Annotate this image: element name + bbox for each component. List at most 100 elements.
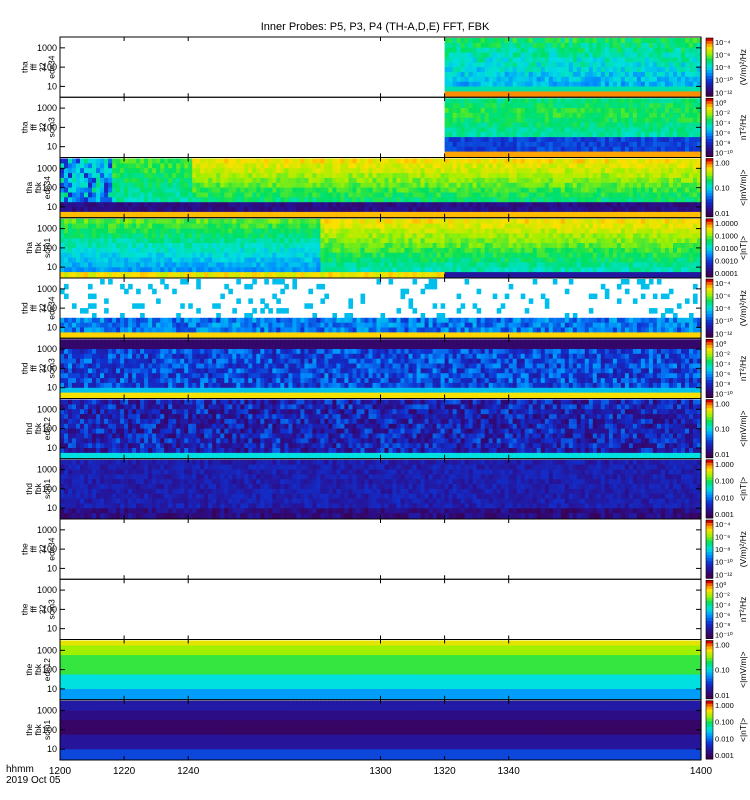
heatmap-cell (368, 233, 374, 239)
heatmap-cell (428, 207, 434, 213)
heatmap-cell (472, 163, 478, 169)
heatmap-cell (148, 272, 153, 278)
heatmap-cell (156, 207, 161, 213)
heatmap-cell (132, 173, 137, 179)
heatmap-cell (452, 228, 458, 234)
heatmap-cell (536, 211, 542, 218)
heatmap-cell (372, 233, 378, 239)
heatmap-cell (384, 238, 390, 244)
heatmap-cell (648, 98, 654, 104)
heatmap-cell (356, 192, 362, 198)
heatmap-cell (164, 202, 169, 208)
heatmap-cell (72, 272, 77, 278)
heatmap-cell (516, 187, 522, 194)
heatmap-cell (268, 238, 273, 244)
heatmap-cell (168, 177, 173, 184)
heatmap-cell (156, 197, 161, 203)
heatmap-cell (608, 112, 614, 119)
heatmap-cell (496, 122, 502, 128)
heatmap-cell (428, 267, 434, 273)
heatmap-cell (681, 192, 686, 198)
heatmap-cell (580, 211, 586, 218)
heatmap-cell (624, 98, 630, 104)
heatmap-cell (640, 52, 646, 59)
heatmap-cell (488, 233, 494, 239)
heatmap-cell (164, 223, 169, 230)
heatmap-cell (196, 158, 201, 164)
heatmap-cell (608, 108, 614, 114)
heatmap-cell (508, 197, 514, 203)
heatmap-cell (588, 57, 594, 63)
heatmap-cell (108, 233, 113, 239)
heatmap-cell (92, 218, 97, 225)
heatmap-cell (520, 72, 526, 78)
heatmap-cell (624, 202, 630, 208)
heatmap-cell (468, 187, 474, 194)
heatmap-cell (464, 103, 470, 109)
heatmap-cell (612, 173, 618, 179)
heatmap-cell (116, 228, 121, 234)
heatmap-cell (544, 141, 550, 148)
heatmap-cell (148, 177, 153, 184)
heatmap-cell (360, 158, 366, 164)
heatmap-cell (168, 202, 173, 208)
heatmap-cell (592, 173, 598, 179)
heatmap-cell (164, 158, 169, 164)
heatmap-cell (620, 197, 626, 203)
heatmap-cell (496, 112, 502, 119)
heatmap-cell (224, 247, 229, 254)
heatmap-cell (328, 187, 333, 194)
heatmap-cell (540, 62, 546, 68)
heatmap-cell (148, 197, 153, 203)
heatmap-cell (673, 98, 678, 104)
heatmap-cell (364, 173, 370, 179)
heatmap-cell (76, 267, 81, 273)
heatmap-cell (200, 228, 205, 234)
heatmap-cell (264, 173, 269, 179)
heatmap-cell (140, 267, 145, 273)
heatmap-cell (252, 182, 257, 189)
heatmap-cell (420, 197, 426, 203)
heatmap-cell (673, 38, 678, 44)
heatmap-cell (612, 72, 618, 78)
heatmap-cell (685, 197, 690, 203)
heatmap-cell (452, 238, 458, 244)
heatmap-cell (628, 202, 634, 208)
heatmap-cell (136, 173, 141, 179)
heatmap-cell (440, 168, 446, 174)
heatmap-cell (352, 218, 358, 225)
heatmap-cell (128, 262, 133, 268)
heatmap-cell (624, 168, 630, 174)
heatmap-cell (512, 173, 518, 179)
heatmap-cell (544, 158, 550, 164)
heatmap-cell (168, 272, 173, 278)
heatmap-cell (232, 158, 237, 164)
heatmap-cell (240, 228, 245, 234)
heatmap-cell (332, 197, 337, 203)
heatmap-cell (512, 57, 518, 63)
heatmap-cell (476, 158, 482, 164)
heatmap-cell (504, 108, 510, 114)
colorbar-segment (706, 81, 713, 86)
heatmap-cell (376, 197, 382, 203)
heatmap-cell (444, 112, 450, 119)
heatmap-cell (216, 267, 221, 273)
heatmap-cell (488, 76, 494, 83)
heatmap-cell (100, 207, 105, 213)
heatmap-cell (673, 91, 678, 97)
heatmap-cell (200, 272, 205, 278)
heatmap-cell (244, 272, 249, 278)
heatmap-cell (580, 182, 586, 189)
heatmap-cell (168, 233, 173, 239)
heatmap-cell (460, 132, 466, 138)
heatmap-cell (448, 247, 454, 254)
heatmap-cell (420, 211, 426, 218)
heatmap-cell (364, 243, 370, 249)
heatmap-cell (592, 122, 598, 128)
heatmap-cell (484, 267, 490, 273)
heatmap-cell (376, 192, 382, 198)
heatmap-cell (508, 132, 514, 138)
heatmap-cell (644, 146, 650, 153)
heatmap-cell (452, 151, 458, 158)
heatmap-cell (156, 202, 161, 208)
